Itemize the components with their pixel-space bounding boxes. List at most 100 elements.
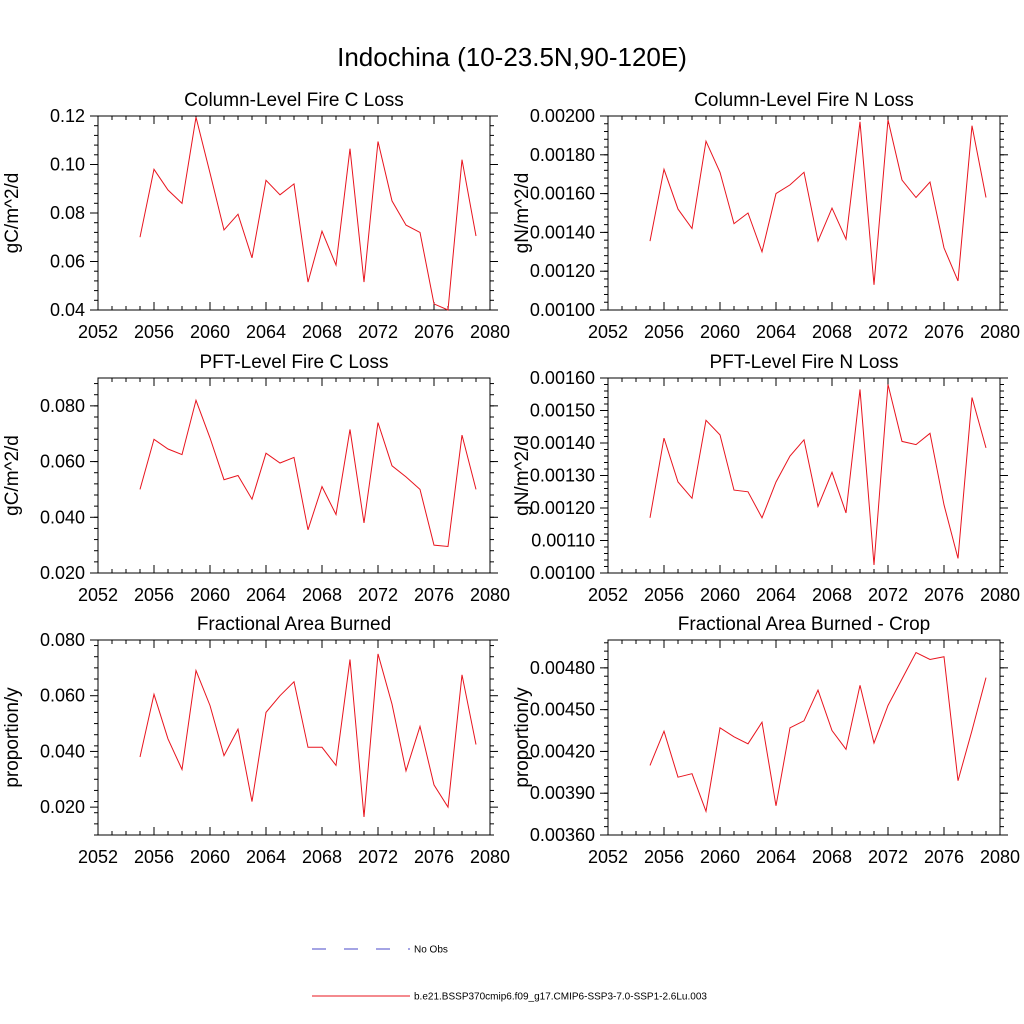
y-tick-label: 0.060 [40,686,85,706]
panel-1: Column-Level Fire C Loss gC/m^2/d 2052 2056… [2,90,510,342]
y-tick-label: 0.00140 [530,433,595,453]
y-tick-label: 0.00390 [530,783,595,803]
panel-6: Fractional Area Burned - Crop proportion/… [512,614,1020,867]
x-tick-label: 2052 [78,322,118,342]
main-title: Indochina (10-23.5N,90-120E) [337,42,687,72]
x-tick-label: 2056 [134,585,174,605]
x-tick-label: 2068 [302,847,342,867]
y-tick-label: 0.04 [50,300,85,320]
y-tick-label: 0.080 [40,630,85,650]
y-tick-label: 0.020 [40,563,85,583]
x-tick-label: 2056 [134,322,174,342]
x-tick-label: 2064 [756,585,796,605]
x-tick-label: 2076 [924,322,964,342]
x-tick-label: 2052 [588,585,628,605]
series-line [649,119,987,285]
x-tick-label: 2052 [78,847,118,867]
y-tick-label: 0.080 [40,396,85,416]
legend-label: No Obs [414,945,448,956]
x-tick-label: 2072 [358,847,398,867]
y-tick-label: 0.00120 [530,498,595,518]
panel-title: Fractional Area Burned [197,614,391,635]
x-tick-label: 2076 [414,847,454,867]
y-tick-label: 0.00160 [530,184,595,204]
panel-5: Fractional Area Burned proportion/y 2052 20… [2,614,510,867]
y-tick-label: 0.10 [50,155,85,175]
plot-frame [607,639,1001,836]
x-tick-label: 2080 [470,322,510,342]
y-tick-label: 0.00130 [530,466,595,486]
y-tick-label: 0.060 [40,452,85,472]
x-tick-label: 2060 [190,585,230,605]
y-tick-label: 0.00110 [531,531,595,551]
legend: No Obs b.e21.BSSP370cmip6.f09_g17.CMIP6-S… [312,945,707,1003]
x-tick-label: 2064 [246,585,286,605]
y-axis-label: gC/m^2/d [2,173,23,254]
y-tick-label: 0.00160 [530,368,595,388]
panel-title: PFT-Level Fire N Loss [710,352,899,373]
y-tick-label: 0.020 [40,797,85,817]
x-tick-label: 2052 [588,847,628,867]
y-tick-label: 0.00140 [530,222,595,242]
y-tick-label: 0.06 [50,252,85,272]
plot-frame [607,115,1001,311]
panel-title: Column-Level Fire C Loss [184,90,404,111]
plot-frame [97,639,491,836]
x-tick-label: 2056 [134,847,174,867]
x-tick-label: 2072 [868,585,908,605]
y-tick-label: 0.040 [40,507,85,527]
plot-frame [607,377,1001,574]
x-tick-label: 2056 [644,847,684,867]
panel-2: Column-Level Fire N Loss gN/m^2/d 2052 2056… [512,90,1020,342]
y-tick-label: 0.00150 [530,401,595,421]
y-tick-label: 0.00200 [530,106,595,126]
panel-3: PFT-Level Fire C Loss gC/m^2/d 2052 2056 206… [2,352,510,605]
x-tick-label: 2060 [700,847,740,867]
x-tick-label: 2060 [700,585,740,605]
x-tick-label: 2064 [246,847,286,867]
x-tick-label: 2072 [868,847,908,867]
y-axis-label: gC/m^2/d [2,435,23,516]
x-tick-label: 2080 [980,322,1020,342]
x-tick-label: 2076 [414,585,454,605]
panels: Column-Level Fire C Loss gC/m^2/d 2052 2056… [2,90,1020,867]
x-tick-label: 2072 [868,322,908,342]
x-tick-label: 2060 [190,847,230,867]
x-tick-label: 2068 [302,322,342,342]
x-tick-label: 2064 [246,322,286,342]
y-axis-label: proportion/y [2,687,23,788]
y-tick-label: 0.00180 [530,145,595,165]
x-tick-label: 2080 [980,585,1020,605]
panel-title: PFT-Level Fire C Loss [200,352,389,373]
y-tick-label: 0.00480 [530,658,595,678]
x-tick-label: 2080 [470,847,510,867]
x-tick-label: 2076 [924,847,964,867]
panel-title: Column-Level Fire N Loss [694,90,914,111]
x-tick-label: 2080 [980,847,1020,867]
x-tick-label: 2068 [302,585,342,605]
y-tick-label: 0.00120 [530,261,595,281]
x-tick-label: 2072 [358,585,398,605]
x-tick-label: 2068 [812,322,852,342]
x-tick-label: 2072 [358,322,398,342]
y-tick-label: 0.040 [40,741,85,761]
y-tick-label: 0.00100 [530,563,595,583]
x-tick-label: 2076 [924,585,964,605]
plot-frame [97,377,491,574]
panel-4: PFT-Level Fire N Loss gN/m^2/d 2052 2056 206… [512,352,1020,605]
y-tick-label: 0.12 [50,106,85,126]
x-tick-label: 2068 [812,847,852,867]
y-tick-label: 0.00450 [530,700,595,720]
x-tick-label: 2068 [812,585,852,605]
y-tick-label: 0.08 [50,203,85,223]
y-tick-label: 0.00420 [530,741,595,761]
series-line [139,117,477,311]
panel-title: Fractional Area Burned - Crop [678,614,930,635]
x-tick-label: 2052 [588,322,628,342]
y-tick-label: 0.00360 [530,825,595,845]
x-tick-label: 2060 [190,322,230,342]
x-tick-label: 2060 [700,322,740,342]
x-tick-label: 2064 [756,322,796,342]
plot-frame [97,115,491,311]
